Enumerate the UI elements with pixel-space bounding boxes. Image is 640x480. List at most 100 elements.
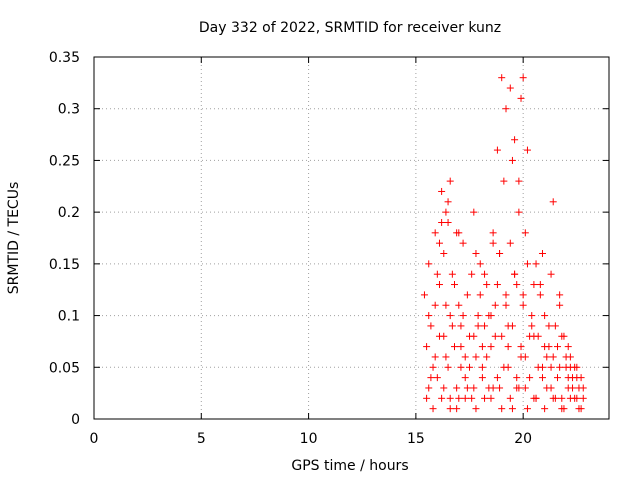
data-point (532, 260, 540, 268)
data-point (564, 343, 572, 351)
data-point (515, 177, 523, 185)
data-point (493, 281, 501, 289)
data-point (513, 374, 521, 382)
data-point (573, 374, 581, 382)
data-point (547, 363, 555, 371)
data-point (534, 363, 542, 371)
data-point (519, 291, 527, 299)
data-point (575, 405, 583, 413)
data-point (446, 312, 454, 320)
data-point (474, 322, 482, 330)
data-point (423, 343, 431, 351)
data-point (508, 156, 516, 164)
data-point (472, 405, 480, 413)
data-point (431, 353, 439, 361)
data-point (429, 405, 437, 413)
data-point (523, 146, 531, 154)
data-point (496, 250, 504, 258)
data-point (448, 322, 456, 330)
data-point (579, 394, 587, 402)
data-point (457, 363, 465, 371)
data-point (498, 74, 506, 82)
data-point (435, 332, 443, 340)
data-point (543, 353, 551, 361)
x-tick-label: 10 (300, 431, 318, 447)
data-point (517, 343, 525, 351)
data-point (500, 363, 508, 371)
data-point (423, 394, 431, 402)
data-point (463, 384, 471, 392)
data-point (438, 187, 446, 195)
data-point (498, 405, 506, 413)
data-point (547, 270, 555, 278)
data-point (573, 394, 581, 402)
data-point (538, 374, 546, 382)
data-point (521, 384, 529, 392)
data-point (556, 291, 564, 299)
data-point (549, 198, 557, 206)
y-tick-label: 0.2 (58, 205, 80, 221)
x-tick-label: 15 (407, 431, 425, 447)
data-point (457, 322, 465, 330)
data-point (425, 260, 433, 268)
data-point (502, 301, 510, 309)
data-point (558, 394, 566, 402)
data-point (489, 229, 497, 237)
data-point (498, 332, 506, 340)
gridlines (94, 57, 609, 419)
data-point (504, 343, 512, 351)
data-point (487, 394, 495, 402)
data-point (440, 384, 448, 392)
data-point (472, 250, 480, 258)
plot-frame (93, 56, 610, 420)
data-points (420, 74, 587, 413)
data-point (558, 405, 566, 413)
data-point (481, 322, 489, 330)
data-point (528, 322, 536, 330)
data-point (558, 332, 566, 340)
data-point (453, 384, 461, 392)
y-tick-label: 0.25 (49, 153, 80, 169)
data-point (481, 270, 489, 278)
data-point (549, 353, 557, 361)
data-point (511, 270, 519, 278)
data-point (491, 332, 499, 340)
data-point (425, 384, 433, 392)
data-point (466, 363, 474, 371)
data-point (541, 343, 549, 351)
data-point (481, 394, 489, 402)
data-point (541, 405, 549, 413)
data-point (489, 384, 497, 392)
data-point (431, 229, 439, 237)
data-point (459, 239, 467, 247)
data-point (515, 384, 523, 392)
y-tick-label: 0.1 (58, 309, 80, 325)
data-point (569, 384, 577, 392)
data-point (470, 384, 478, 392)
data-point (562, 353, 570, 361)
data-point (489, 239, 497, 247)
data-point (564, 374, 572, 382)
data-point (446, 394, 454, 402)
data-point (551, 322, 559, 330)
data-point (470, 332, 478, 340)
data-point (427, 374, 435, 382)
data-point (556, 363, 564, 371)
data-point (493, 374, 501, 382)
data-point (554, 343, 561, 351)
data-point (530, 332, 538, 340)
data-point (474, 312, 482, 320)
data-point (435, 239, 443, 247)
axis-ticks: 0 5 10 15 20 0 0.05 0.1 0.15 0.2 0.25 0.3 0.35 (49, 50, 609, 447)
data-point (526, 374, 534, 382)
x-tick-label: 0 (90, 431, 99, 447)
data-point (493, 146, 501, 154)
data-point (549, 394, 557, 402)
data-point (517, 353, 525, 361)
data-point (511, 136, 519, 144)
data-point (468, 394, 476, 402)
y-tick-label: 0.15 (49, 257, 80, 273)
data-point (483, 281, 491, 289)
data-point (461, 374, 469, 382)
